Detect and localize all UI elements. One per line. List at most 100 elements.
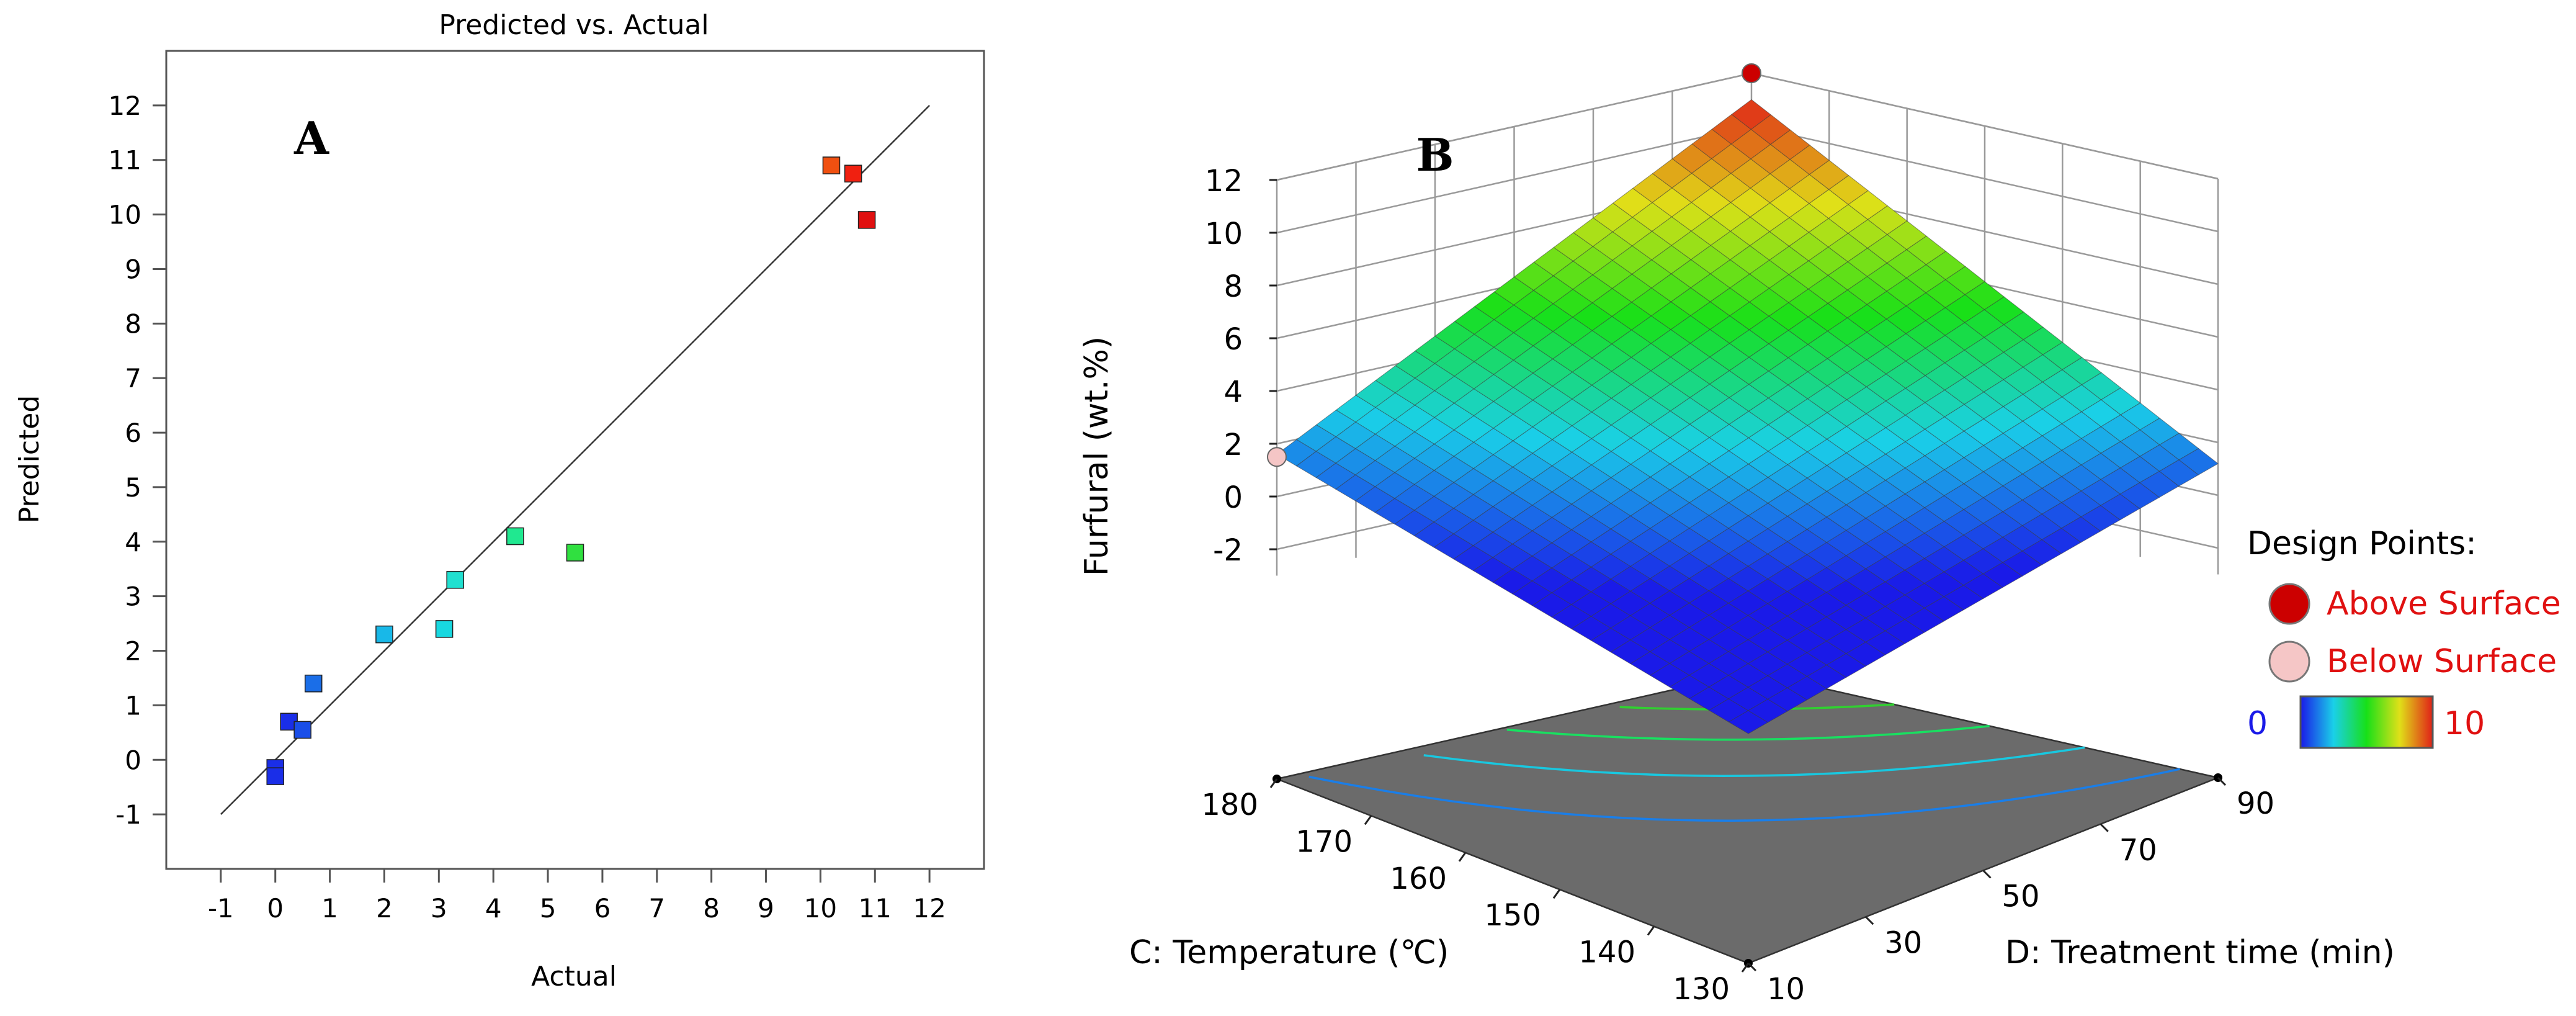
z-tick-label: 12 xyxy=(1205,164,1243,199)
x-tick-mark xyxy=(1647,925,1655,936)
data-point xyxy=(293,721,311,739)
data-point xyxy=(304,675,323,693)
x-tick-label: 10 xyxy=(804,893,837,924)
x-tick-mark xyxy=(1741,963,1750,973)
x-tick-label: 2 xyxy=(376,893,393,924)
surface-cell xyxy=(2178,447,2219,475)
legend-above-surface-label: Above Surface xyxy=(2327,585,2561,623)
y-tick-label: 4 xyxy=(125,527,141,557)
panel-b-surface-plot: -20246810121301401501601701801030507090 … xyxy=(1078,63,2561,1007)
data-point xyxy=(446,571,464,589)
y-tick-label: 8 xyxy=(125,308,141,339)
z-tick-label: 10 xyxy=(1205,217,1243,251)
panel-a-reference-line xyxy=(220,104,931,816)
x-tick-mark xyxy=(1269,778,1278,788)
x-tick-label: 150 xyxy=(1484,898,1541,933)
z-tick-label: 4 xyxy=(1223,375,1243,410)
z-tick-label: -2 xyxy=(1213,533,1243,568)
y-tick-label: 3 xyxy=(125,582,141,612)
y-tick-label: 1 xyxy=(125,690,141,721)
y-tick-label: 7 xyxy=(125,363,141,393)
floor-contour-line xyxy=(1308,768,2180,822)
colorbar-max-label: 10 xyxy=(2444,705,2485,742)
data-point xyxy=(375,625,393,644)
x-tick-label: 9 xyxy=(758,893,774,924)
y-tick-label: -1 xyxy=(115,799,141,830)
z-tick-label: 6 xyxy=(1223,322,1243,357)
y-tick-mark xyxy=(2100,823,2109,832)
panel-b-axes: -2 0 2 4 6 8 10 12 130 140 150 160 170 180 10 30 50 70 90 xyxy=(1201,164,2274,1007)
y-tick-label: 11 xyxy=(109,145,141,176)
panel-a-points xyxy=(266,156,876,785)
data-point xyxy=(822,156,841,174)
floor-contour-line xyxy=(1506,724,1990,741)
y-tick-label: 0 xyxy=(125,745,141,775)
legend-title: Design Points: xyxy=(2247,525,2477,562)
y-tick-label: 10 xyxy=(1767,972,1805,1007)
x-tick-label: 6 xyxy=(594,893,611,924)
y-tick-label: 30 xyxy=(1884,925,1922,960)
y-tick-mark xyxy=(1747,962,1757,972)
y-tick-label: 9 xyxy=(125,254,141,284)
y-tick-mark xyxy=(1982,870,1992,879)
legend-below-surface-label: Below Surface xyxy=(2327,643,2557,680)
y-tick-mark xyxy=(2217,776,2227,786)
z-tick-label: 0 xyxy=(1223,480,1243,515)
y-tick-label: 12 xyxy=(109,91,141,121)
x-tick-label: 0 xyxy=(267,893,284,924)
panel-a-letter: A xyxy=(293,112,329,164)
y-tick-label: 90 xyxy=(2237,786,2274,821)
y-tick-label: 10 xyxy=(109,200,141,230)
panel-b-x-axis-label: C: Temperature (℃) xyxy=(1129,934,1449,971)
colorbar xyxy=(2299,695,2434,749)
colorbar-min-label: 0 xyxy=(2247,705,2268,742)
data-point xyxy=(435,620,454,638)
panel-b-response-surface xyxy=(1276,99,2219,734)
floor-contour-line xyxy=(1423,746,2085,777)
data-point xyxy=(266,767,284,785)
below-surface-marker xyxy=(2268,641,2310,683)
data-point xyxy=(844,164,862,182)
y-tick-label: 2 xyxy=(125,636,141,667)
x-tick-label: 7 xyxy=(648,893,665,924)
y-tick-label: 70 xyxy=(2119,833,2157,868)
x-tick-label: 8 xyxy=(703,893,720,924)
x-tick-label: 12 xyxy=(913,893,946,924)
x-tick-label: 11 xyxy=(859,893,892,924)
above-surface-marker xyxy=(2268,583,2310,625)
x-tick-label: 3 xyxy=(431,893,447,924)
panel-a-title: Predicted vs. Actual xyxy=(439,9,709,41)
x-tick-label: 1 xyxy=(321,893,338,924)
x-tick-mark xyxy=(1458,852,1467,862)
panel-b-z-axis-label: Furfural (wt.%) xyxy=(1078,336,1116,576)
y-tick-mark xyxy=(1865,916,1874,925)
panel-a-plot-frame xyxy=(165,50,985,870)
x-tick-label: 130 xyxy=(1673,972,1730,1007)
panel-b-y-axis-label: D: Treatment time (min) xyxy=(2005,934,2395,971)
panel-a-y-axis-label: Predicted xyxy=(14,395,45,524)
y-tick-label: 50 xyxy=(2002,879,2040,914)
design-point-above xyxy=(1742,63,1761,83)
x-tick-label: -1 xyxy=(208,893,234,924)
panel-b-legend: Design Points: Above Surface Below Surfa… xyxy=(2247,525,2561,749)
panel-b-letter: B xyxy=(1416,128,1454,181)
panel-a-x-axis-label: Actual xyxy=(531,961,617,992)
x-tick-label: 160 xyxy=(1390,861,1447,896)
z-tick-label: 2 xyxy=(1223,428,1243,462)
design-point-below xyxy=(1267,447,1287,467)
y-tick-label: 6 xyxy=(125,418,141,448)
data-point xyxy=(506,527,524,546)
x-tick-mark xyxy=(1364,815,1372,825)
data-point xyxy=(857,211,876,229)
data-point xyxy=(566,544,584,562)
panel-b-design-points xyxy=(1267,63,1761,467)
z-tick-label: 8 xyxy=(1223,269,1243,304)
x-tick-label: 4 xyxy=(485,893,502,924)
x-tick-label: 180 xyxy=(1201,788,1258,822)
panel-a-scatter-plot: Predicted vs. Actual -1 0 1 2 3 4 5 6 7 8 9 10 11 12-… xyxy=(14,9,985,992)
y-tick-label: 5 xyxy=(125,472,141,503)
x-tick-label: 5 xyxy=(540,893,557,924)
x-tick-label: 170 xyxy=(1295,824,1353,859)
